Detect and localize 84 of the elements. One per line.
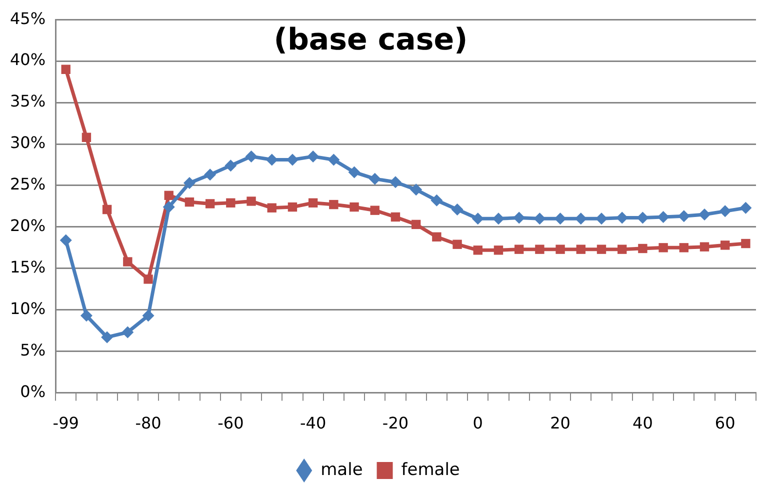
chart-title: (base case) [274, 22, 468, 58]
y-tick-label: 20% [10, 216, 46, 236]
point [308, 198, 318, 208]
point [184, 197, 194, 207]
x-tick-label: 0 [472, 414, 483, 433]
point [307, 150, 320, 162]
point [246, 196, 256, 206]
point [102, 204, 112, 214]
point [267, 203, 276, 212]
point [329, 200, 338, 210]
point [288, 202, 298, 212]
x-tick-label: -20 [382, 414, 409, 433]
y-tick-label: 5% [20, 340, 46, 360]
point [350, 202, 359, 212]
y-tick-label: 40% [10, 50, 46, 70]
y-tick-label: 35% [10, 92, 46, 111]
y-tick-label: 15% [10, 258, 46, 277]
point [390, 212, 400, 222]
x-tick-label: -40 [300, 414, 326, 433]
point [719, 205, 732, 218]
point [162, 201, 175, 214]
point [679, 243, 688, 252]
point [576, 244, 586, 254]
point [389, 176, 402, 188]
point [452, 240, 462, 249]
point [554, 212, 566, 225]
point [451, 204, 464, 216]
point [142, 310, 154, 322]
point [720, 240, 730, 250]
point [226, 198, 236, 208]
point [698, 208, 710, 220]
point [473, 246, 482, 255]
x-tick-label: 40 [632, 414, 653, 433]
point [430, 194, 443, 206]
point [245, 150, 258, 162]
point [122, 326, 134, 338]
x-tick-label: 20 [550, 414, 570, 433]
point [657, 210, 670, 223]
point [535, 244, 544, 254]
legend-label: female [401, 460, 460, 480]
point [556, 244, 565, 254]
point [741, 238, 750, 248]
point [144, 274, 153, 284]
y-tick-label: 25% [10, 174, 46, 194]
y-tick-label: 10% [10, 299, 46, 318]
point [658, 243, 668, 252]
point [82, 132, 92, 142]
point [183, 176, 196, 189]
point [348, 166, 360, 178]
point [574, 212, 587, 225]
point [164, 190, 174, 200]
x-tick-label: -60 [218, 414, 244, 433]
point [494, 246, 504, 255]
point [740, 202, 752, 214]
point [204, 168, 216, 181]
point [678, 210, 690, 222]
x-tick-label: 60 [714, 414, 736, 433]
point [472, 212, 484, 225]
x-tick-label: -80 [135, 414, 162, 433]
point [596, 244, 606, 254]
point [60, 234, 72, 246]
y-tick-label: 0% [20, 382, 46, 401]
point [617, 244, 627, 254]
point [514, 244, 524, 254]
point [80, 310, 92, 322]
point [205, 199, 215, 208]
point [410, 184, 422, 196]
point [700, 242, 710, 252]
x-tick-label: -99 [52, 414, 79, 433]
point [638, 244, 648, 254]
point [61, 64, 70, 74]
point [123, 257, 132, 266]
y-tick-label: 30% [10, 133, 46, 152]
point [368, 172, 381, 185]
y-tick-label: 45% [10, 8, 46, 28]
point [432, 232, 442, 242]
point [370, 206, 380, 215]
point [101, 331, 114, 344]
legend-label: male [320, 460, 363, 480]
point [328, 154, 340, 166]
point [534, 212, 546, 225]
point [411, 220, 421, 230]
point [224, 160, 237, 172]
point [513, 212, 526, 224]
